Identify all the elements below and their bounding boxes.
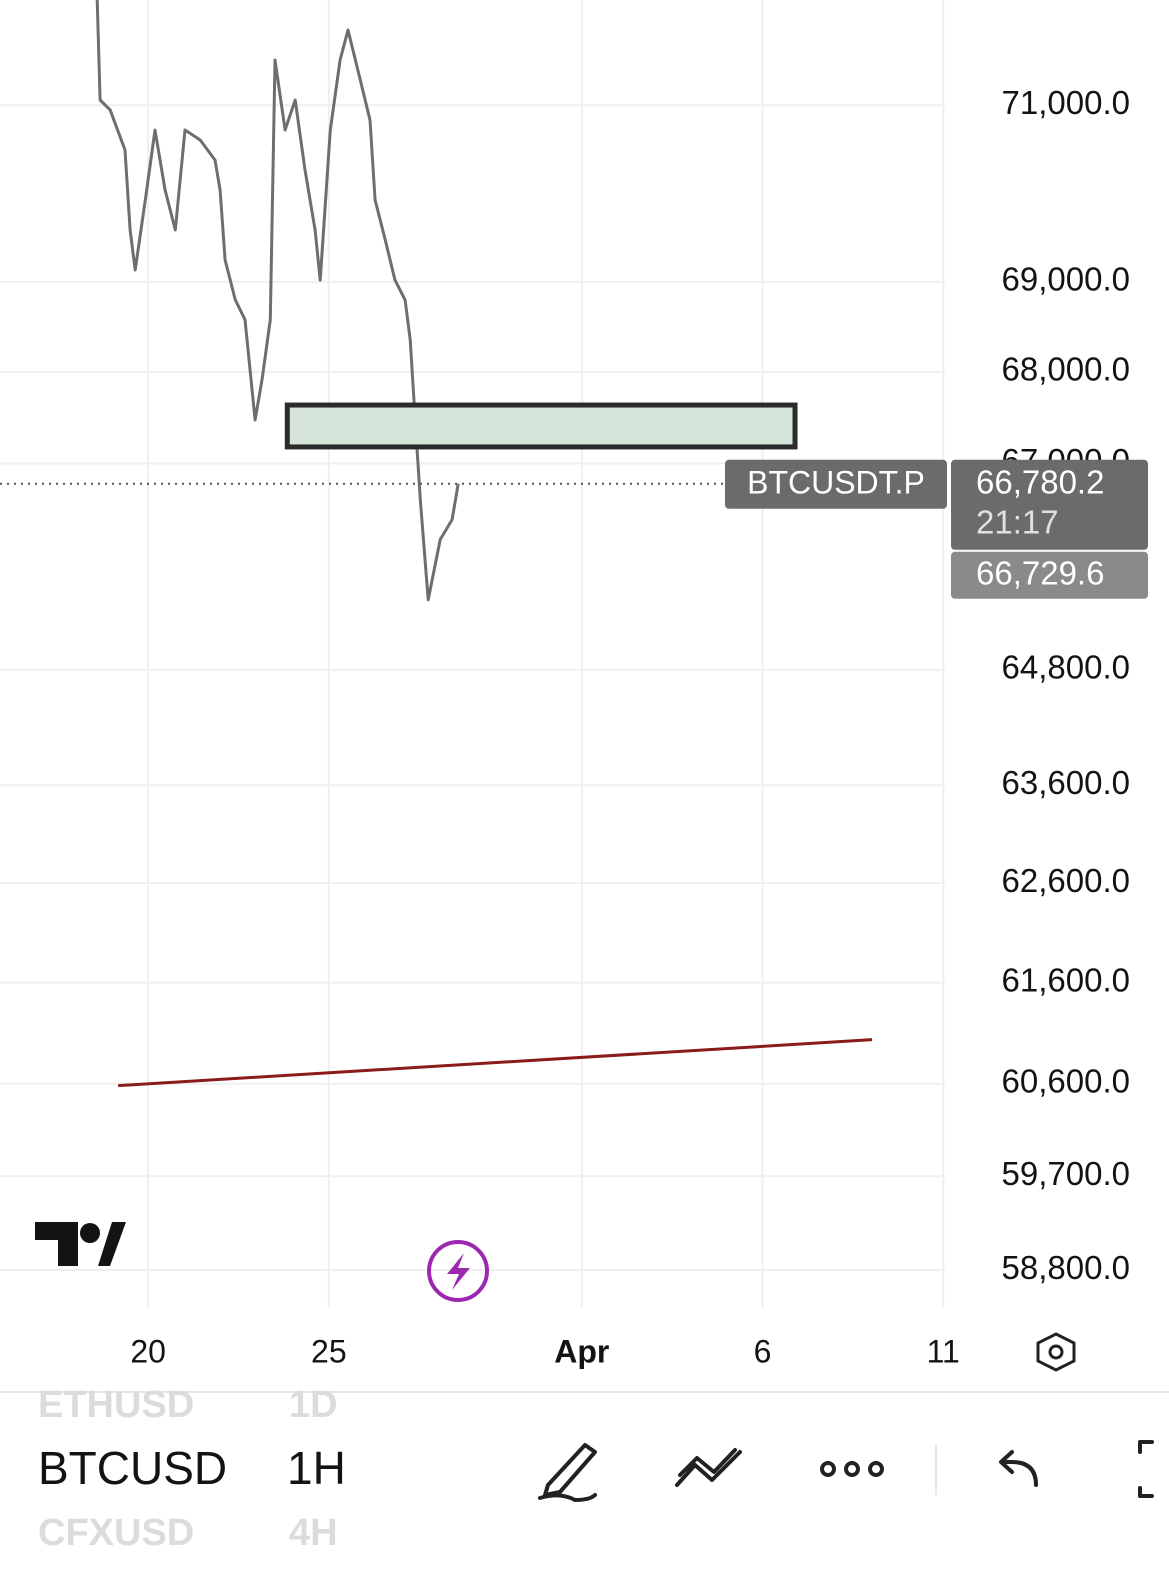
- settings-icon: [1048, 1344, 1064, 1360]
- x-tick-label: 11: [927, 1333, 960, 1369]
- x-tick-label: 25: [311, 1333, 347, 1369]
- settings-button[interactable]: [1036, 1332, 1076, 1372]
- y-tick-label: 61,600.0: [1002, 961, 1130, 998]
- lightning-button[interactable]: [427, 1240, 489, 1302]
- price-line: [95, 0, 460, 602]
- second-price-label: 66,729.6: [976, 555, 1104, 592]
- symbol-option[interactable]: CFXUSD: [38, 1512, 194, 1554]
- y-tick-label: 68,000.0: [1002, 351, 1130, 388]
- y-tick-label: 71,000.0: [1002, 84, 1130, 121]
- symbol-tag: [725, 459, 947, 509]
- interval-option[interactable]: 1D: [289, 1384, 338, 1426]
- countdown-label: 21:17: [976, 504, 1059, 541]
- symbol-option[interactable]: ETHUSD: [38, 1384, 194, 1426]
- logo: [35, 1222, 126, 1266]
- symbol-tag-label: BTCUSDT.P: [747, 464, 925, 500]
- more-button[interactable]: [820, 1461, 884, 1477]
- fullscreen-button[interactable]: [1138, 1440, 1154, 1498]
- x-tick-label: 20: [130, 1333, 166, 1369]
- y-tick-label: 69,000.0: [1002, 261, 1130, 298]
- last-price-label: 66,780.2: [976, 464, 1104, 501]
- plot: 2025Apr61171,000.069,000.068,000.067,000…: [0, 0, 1148, 1369]
- x-tick-label: Apr: [554, 1333, 609, 1369]
- undo-button[interactable]: [999, 1450, 1038, 1487]
- lines-tool[interactable]: [675, 1448, 742, 1487]
- last-price-box: [951, 459, 1148, 550]
- interval-selected[interactable]: 1H: [287, 1442, 346, 1494]
- y-tick-label: 63,600.0: [1002, 764, 1130, 801]
- interval-option[interactable]: 4H: [289, 1512, 338, 1554]
- y-tick-label: 62,600.0: [1002, 862, 1130, 899]
- zone-rectangle: [284, 402, 798, 450]
- y-tick-label: 60,600.0: [1002, 1062, 1130, 1099]
- y-tick-label: 64,800.0: [1002, 648, 1130, 685]
- symbol-selected[interactable]: BTCUSD: [38, 1442, 227, 1494]
- y-tick-label: 58,800.0: [1002, 1249, 1130, 1286]
- y-tick-label: 59,700.0: [1002, 1155, 1130, 1192]
- trendline: [118, 1038, 873, 1088]
- draw-tool[interactable]: [538, 1443, 597, 1502]
- x-tick-label: 6: [754, 1333, 772, 1369]
- second-price-box: [951, 551, 1148, 599]
